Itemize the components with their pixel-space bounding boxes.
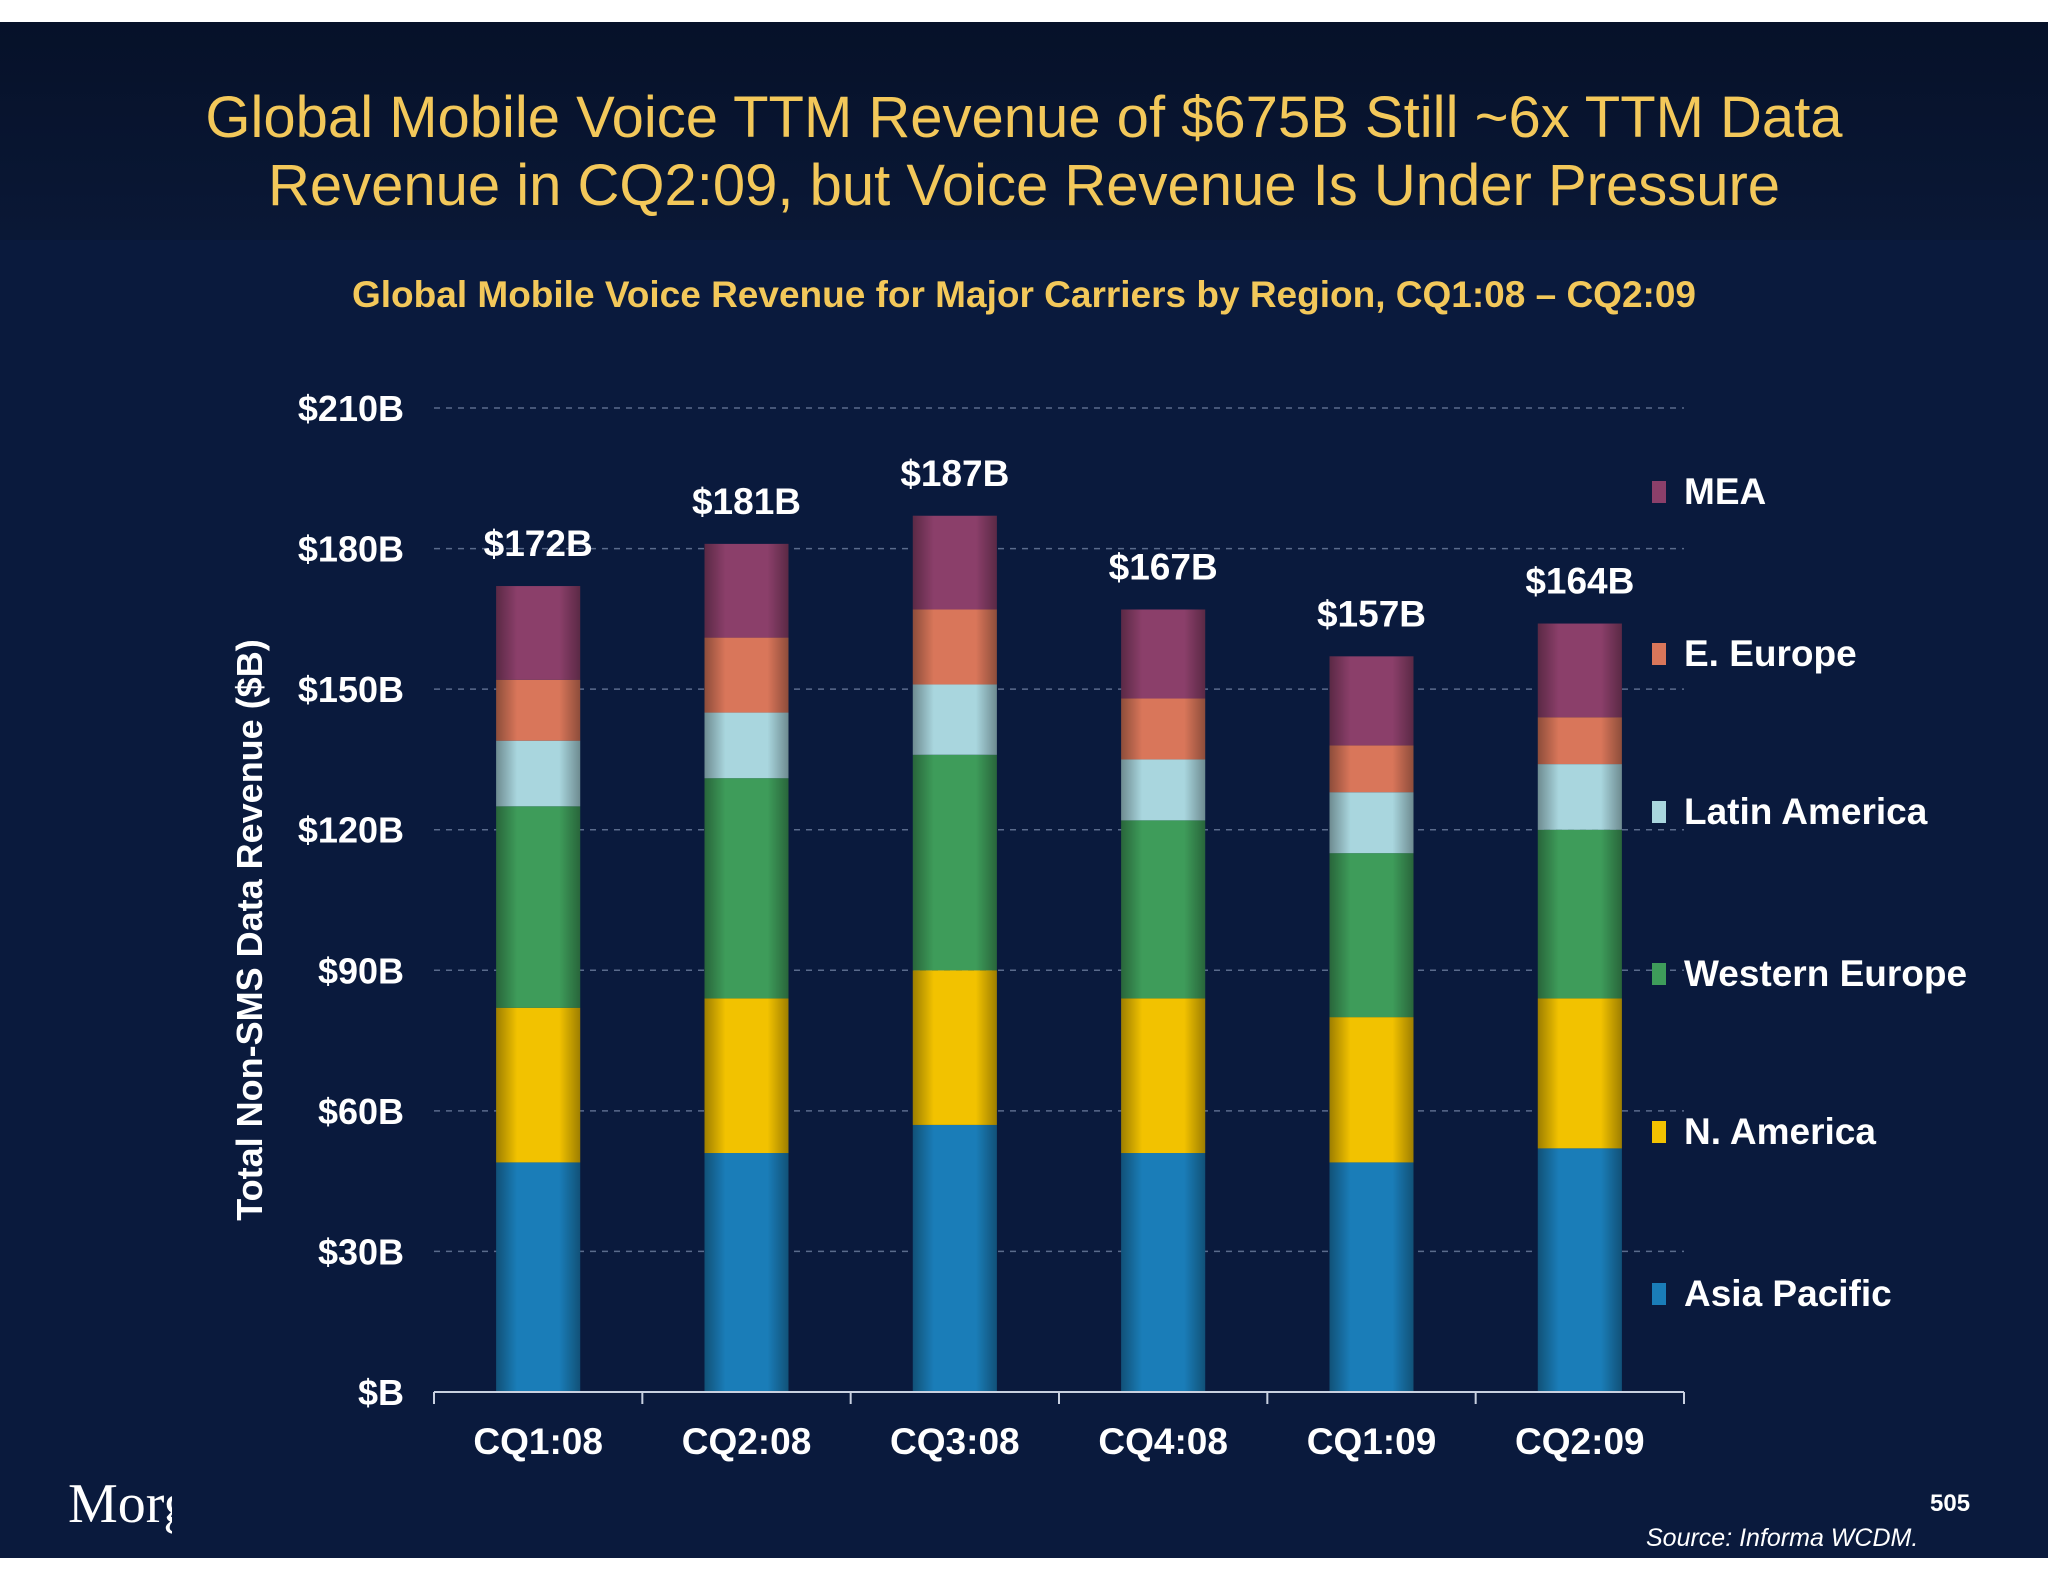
bar-shading	[912, 970, 997, 1125]
legend-label-asia-pacific: Asia Pacific	[1684, 1273, 1892, 1314]
bar-shading	[1537, 829, 1622, 999]
bar-shading	[1537, 717, 1622, 765]
y-tick-label: $30B	[318, 1231, 404, 1272]
bar-shading	[496, 586, 581, 680]
bar-shading	[704, 712, 789, 779]
bar-shading	[1121, 759, 1206, 821]
legend-label-e-europe: E. Europe	[1684, 633, 1857, 674]
bar-total-label: $157B	[1317, 593, 1426, 634]
legend-swatch-asia-pacific	[1652, 1283, 1666, 1305]
y-tick-label: $60B	[318, 1091, 404, 1132]
y-tick-label: $90B	[318, 950, 404, 991]
stacked-bar-chart: $B $30B $60B $90B $120B $150B $180B $210B CQ1:0…	[298, 388, 1685, 1462]
x-tick-label: CQ1:09	[1307, 1421, 1437, 1462]
bar-shading	[704, 637, 789, 713]
brand-logo-text: Morgan Stanley	[68, 1473, 172, 1535]
bar-shading	[496, 679, 581, 741]
bar-shading	[496, 806, 581, 1008]
bar-shading	[1537, 623, 1622, 718]
bar-shading	[704, 1153, 789, 1392]
y-axis-ticks: $B $30B $60B $90B $120B $150B $180B $210B	[298, 388, 404, 1413]
x-axis: CQ1:08 CQ2:08 CQ3:08 CQ4:08 CQ1:09 CQ2:09	[433, 1391, 1685, 1462]
bar-shading	[912, 684, 997, 755]
legend-item-n-america: N. America	[1652, 1111, 1876, 1152]
bar-shading	[496, 740, 581, 807]
bar-shading	[912, 515, 997, 610]
bar-total-label: $164B	[1525, 561, 1634, 602]
bar-shading	[1121, 1153, 1206, 1392]
y-tick-label: $B	[358, 1372, 404, 1413]
bar-shading	[1121, 698, 1206, 760]
x-tick-label: CQ2:09	[1515, 1421, 1645, 1462]
legend-label-n-america: N. America	[1684, 1111, 1876, 1152]
bar-shading	[496, 1007, 581, 1163]
slide-title-line-2: Revenue in CQ2:09, but Voice Revenue Is …	[267, 153, 1781, 218]
bar-shading	[912, 754, 997, 971]
bar-shading	[704, 543, 789, 638]
bar-shading	[1121, 998, 1206, 1154]
legend-label-latin-america: Latin America	[1684, 791, 1928, 832]
bar-shading	[1537, 998, 1622, 1149]
legend-label-mea: MEA	[1684, 471, 1767, 512]
legend-swatch-mea	[1652, 481, 1666, 503]
legend-item-latin-america: Latin America	[1652, 791, 1928, 832]
bar-shading	[496, 1162, 581, 1392]
legend-label-western-europe: Western Europe	[1684, 953, 1968, 994]
bar-shading	[1121, 609, 1206, 699]
bar-shading	[704, 998, 789, 1154]
bar-shading	[1329, 792, 1414, 854]
legend-item-asia-pacific: Asia Pacific	[1652, 1273, 1892, 1314]
bar-shading	[1537, 1148, 1622, 1392]
legend-swatch-latin-america	[1652, 801, 1666, 823]
bar-total-label: $181B	[692, 481, 801, 522]
page-number: 505	[1930, 1490, 1971, 1517]
y-tick-label: $180B	[298, 529, 404, 570]
slide-title-line-1: Global Mobile Voice TTM Revenue of $675B…	[205, 85, 1843, 150]
legend-item-e-europe: E. Europe	[1652, 633, 1857, 674]
x-tick-label: CQ3:08	[890, 1421, 1020, 1462]
source-note: Source: Informa WCDM.	[1646, 1524, 1919, 1552]
bar-shading	[1121, 820, 1206, 999]
bar-total-label: $172B	[484, 523, 593, 564]
legend-swatch-western-europe	[1652, 963, 1666, 985]
legend-swatch-e-europe	[1652, 643, 1666, 665]
y-tick-label: $210B	[298, 388, 404, 429]
bar-shading	[704, 778, 789, 999]
bar-shading	[912, 609, 997, 685]
bar-total-label: $187B	[900, 453, 1009, 494]
slide-background: Global Mobile Voice TTM Revenue of $675B…	[0, 22, 2048, 1558]
legend-swatch-n-america	[1652, 1121, 1666, 1143]
bar-shading	[1329, 1017, 1414, 1163]
bar-shading	[1329, 745, 1414, 793]
chart-title: Global Mobile Voice Revenue for Major Ca…	[351, 274, 1696, 315]
bar-total-label: $167B	[1109, 546, 1218, 587]
bars	[496, 515, 1622, 1392]
bar-shading	[912, 1124, 997, 1392]
x-tick-label: CQ4:08	[1098, 1421, 1228, 1462]
x-tick-label: CQ2:08	[682, 1421, 812, 1462]
legend-item-mea: MEA	[1652, 471, 1767, 512]
gridlines	[434, 407, 1684, 1253]
x-tick-label: CQ1:08	[473, 1421, 603, 1462]
data-labels: $172B $181B $187B $167B $157B $164B	[484, 453, 1635, 635]
legend-item-western-europe: Western Europe	[1652, 953, 1968, 994]
y-tick-label: $120B	[298, 810, 404, 851]
title-band: Global Mobile Voice TTM Revenue of $675B…	[0, 22, 2048, 240]
bar-shading	[1329, 1162, 1414, 1392]
y-axis-label: Total Non-SMS Data Revenue ($B)	[229, 639, 270, 1221]
bar-shading	[1329, 656, 1414, 746]
bar-shading	[1537, 764, 1622, 830]
bar-shading	[1329, 853, 1414, 1018]
y-tick-label: $150B	[298, 669, 404, 710]
